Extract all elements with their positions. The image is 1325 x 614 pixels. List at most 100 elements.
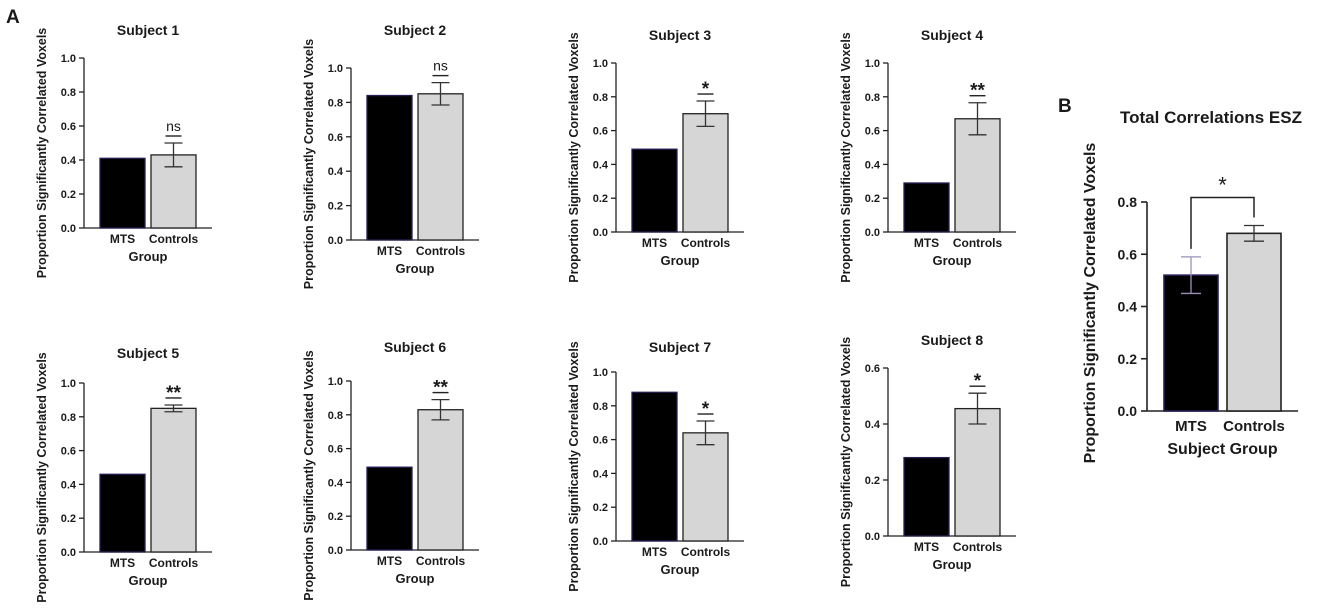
y-tick-label: 0.8: [328, 97, 343, 109]
x-axis-label: Subject Group: [1167, 441, 1277, 458]
panel-a-label: A: [6, 7, 20, 28]
bar-controls: [417, 93, 464, 241]
bar-mts: [366, 466, 413, 551]
bar-controls: [954, 118, 1001, 233]
chart-s2: 0.0 0.2 0.4 0.6 0.8 1.0 MTS Controls ns Subject 2…: [302, 22, 479, 289]
y-tick-label: 0.4: [328, 166, 344, 178]
y-tick-label: 0.6: [328, 132, 343, 144]
bar-mts: [99, 157, 146, 229]
y-axis-label: Proportion Significantly Correlated Voxe…: [1082, 143, 1099, 464]
x-tick-label: Controls: [416, 554, 466, 568]
x-tick-label: MTS: [377, 244, 402, 258]
significance-bracket: [1190, 196, 1255, 249]
x-tick-label: Controls: [416, 244, 466, 258]
x-axis-label: Group: [661, 562, 700, 577]
chart-title: Subject 8: [921, 332, 983, 348]
y-tick-label: 0.4: [61, 479, 77, 491]
bar-mts: [631, 148, 678, 233]
bar-controls: [1226, 232, 1282, 412]
y-tick-label: 0.4: [61, 155, 77, 167]
y-tick-label: 1.0: [61, 378, 76, 390]
chart-s5: 0.0 0.2 0.4 0.6 0.8 1.0 MTS Controls ** Subject 5…: [35, 345, 212, 603]
y-tick-label: 1.0: [61, 53, 76, 65]
y-tick-label: 0.4: [865, 159, 881, 171]
x-tick-label: MTS: [914, 236, 939, 250]
x-tick-label: Controls: [149, 556, 199, 570]
y-axis-label: Proportion Significantly Correlated Voxe…: [302, 350, 316, 601]
x-axis-label: Group: [396, 571, 435, 586]
y-tick-label: 0.4: [865, 419, 881, 431]
y-tick-label: 0.4: [593, 468, 609, 480]
x-tick-label: MTS: [1175, 418, 1207, 435]
x-tick-label: MTS: [377, 554, 402, 568]
x-tick-label: Controls: [681, 236, 731, 250]
chart-title: Subject 3: [649, 27, 711, 43]
y-tick-label: 0.8: [61, 412, 76, 424]
y-tick-label: 1.0: [593, 58, 608, 70]
bar-mts: [1163, 274, 1219, 412]
bar-controls: [682, 113, 729, 233]
y-tick-label: 0.8: [328, 410, 343, 422]
significance-label: *: [702, 399, 710, 420]
y-tick-label: 0.6: [61, 446, 76, 458]
y-tick-label: 0.0: [593, 536, 608, 548]
y-tick-label: 0.6: [328, 444, 343, 456]
y-tick-label: 0.0: [1118, 403, 1138, 419]
significance-label: **: [166, 383, 181, 404]
y-tick-label: 0.2: [865, 193, 880, 205]
significance-label: **: [970, 81, 985, 102]
bar-mts: [903, 182, 950, 233]
x-tick-label: Controls: [953, 236, 1003, 250]
y-tick-label: 1.0: [865, 58, 880, 70]
y-tick-label: 0.4: [328, 477, 344, 489]
x-tick-label: MTS: [110, 556, 135, 570]
significance-label: *: [1218, 173, 1227, 198]
y-tick-label: 0.2: [593, 193, 608, 205]
bar-mts: [99, 473, 146, 553]
chart-total: 0.0 0.2 0.4 0.6 0.8 MTS Controls * Total Correla…: [1082, 108, 1302, 463]
y-tick-label: 0.2: [1118, 351, 1138, 367]
y-tick-label: 0.4: [593, 159, 609, 171]
x-tick-label: MTS: [642, 545, 667, 559]
chart-s8: 0.0 0.2 0.4 0.6 MTS Controls * Subject 8 Group Pr…: [839, 332, 1016, 587]
chart-title: Subject 5: [117, 345, 179, 361]
x-tick-label: MTS: [642, 236, 667, 250]
chart-s6: 0.0 0.2 0.4 0.6 0.8 1.0 MTS Controls ** Subject 6…: [302, 339, 479, 601]
y-tick-label: 1.0: [328, 63, 343, 75]
y-tick-label: 0.6: [593, 126, 608, 138]
chart-title: Subject 6: [384, 339, 446, 355]
bar-controls: [954, 407, 1001, 537]
x-tick-label: Controls: [149, 232, 199, 246]
y-axis-label: Proportion Significantly Correlated Voxe…: [35, 352, 49, 603]
y-axis-label: Proportion Significantly Correlated Voxe…: [302, 39, 316, 290]
y-tick-label: 0.8: [1118, 194, 1138, 210]
x-axis-label: Group: [129, 249, 168, 264]
y-tick-label: 0.2: [593, 502, 608, 514]
y-tick-label: 0.0: [593, 227, 608, 239]
chart-title: Subject 1: [117, 22, 179, 38]
y-tick-label: 0.2: [61, 189, 76, 201]
y-tick-label: 0.0: [328, 235, 343, 247]
y-tick-label: 0.0: [328, 545, 343, 557]
x-tick-label: MTS: [914, 540, 939, 554]
significance-label: ns: [433, 58, 448, 74]
y-tick-label: 0.8: [865, 92, 880, 104]
y-axis-label: Proportion Significantly Correlated Voxe…: [567, 32, 581, 283]
y-tick-label: 0.2: [61, 513, 76, 525]
y-tick-label: 0.6: [1118, 246, 1138, 262]
x-axis-label: Group: [661, 253, 700, 268]
x-tick-label: Controls: [953, 540, 1003, 554]
significance-label: ns: [166, 118, 181, 134]
y-axis-label: Proportion Significantly Correlated Voxe…: [839, 337, 853, 588]
significance-label: *: [974, 371, 982, 392]
x-tick-label: MTS: [110, 232, 135, 246]
chart-title: Subject 7: [649, 339, 711, 355]
y-tick-label: 0.6: [61, 121, 76, 133]
x-axis-label: Group: [933, 557, 972, 572]
chart-title: Subject 4: [921, 27, 983, 43]
significance-label: *: [702, 79, 710, 100]
chart-s3: 0.0 0.2 0.4 0.6 0.8 1.0 MTS Controls * Subject 3 G…: [567, 27, 744, 283]
y-axis-label: Proportion Significantly Correlated Voxe…: [839, 32, 853, 283]
y-tick-label: 0.0: [865, 531, 880, 543]
